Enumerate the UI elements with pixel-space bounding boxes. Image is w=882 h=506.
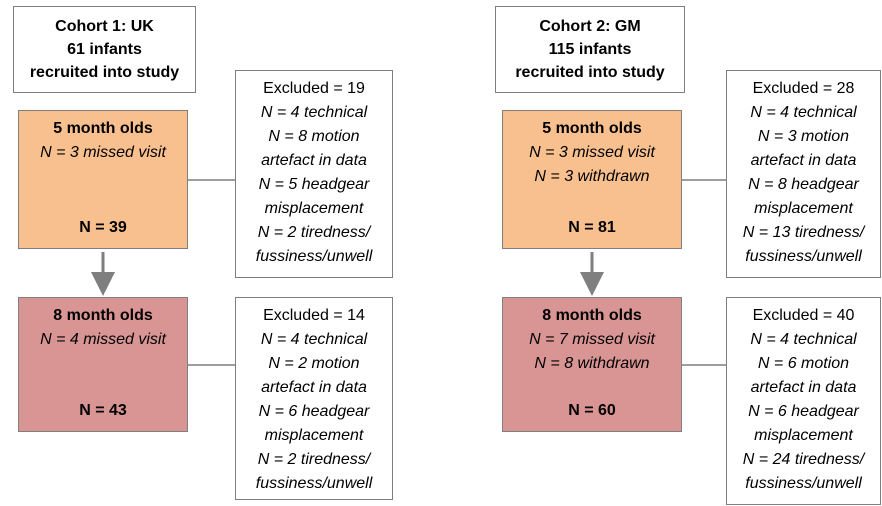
- excluded-reason: N = 6 motion: [757, 355, 850, 372]
- visit-title: 5 month olds: [53, 120, 153, 137]
- excluded-title: Excluded = 19: [263, 80, 365, 97]
- excluded-reason: N = 4 technical: [750, 331, 857, 348]
- excluded-reason: N = 2 motion: [268, 355, 360, 372]
- visit-box: 8 month olds N = 4 missed visit N = 43: [18, 297, 188, 432]
- visit-title: 8 month olds: [53, 307, 153, 324]
- header-line: 115 infants: [548, 41, 632, 58]
- excluded-reason: N = 8 headgear: [748, 176, 859, 193]
- excluded-reason: fussiness/unwell: [745, 475, 862, 492]
- excluded-reason: N = 5 headgear: [258, 176, 370, 193]
- excluded-reason: fussiness/unwell: [745, 248, 862, 265]
- excluded-title: Excluded = 40: [752, 307, 855, 324]
- excluded-reason: N = 6 headgear: [258, 403, 370, 420]
- excluded-reason: misplacement: [754, 427, 853, 444]
- header-line: Cohort 1: UK: [55, 18, 154, 35]
- cohort-header: Cohort 1: UK 61 infants recruited into stu…: [13, 6, 196, 93]
- excluded-reason: artefact in data: [750, 152, 857, 169]
- visit-count: N = 43: [79, 402, 127, 419]
- excluded-box: Excluded = 19 N = 4 technical N = 8 motion…: [235, 70, 393, 278]
- cohort-header: Cohort 2: GM 115 infants recruited into st…: [495, 6, 685, 93]
- header-line: 61 infants: [67, 41, 142, 58]
- visit-title: 8 month olds: [542, 307, 642, 324]
- excluded-box: Excluded = 40 N = 4 technical N = 6 motion…: [726, 297, 881, 505]
- excluded-reason: fussiness/unwell: [255, 248, 373, 265]
- excluded-reason: N = 6 headgear: [748, 403, 859, 420]
- excluded-reason: N = 8 motion: [268, 128, 360, 145]
- excluded-box: Excluded = 14 N = 4 technical N = 2 motion…: [235, 297, 393, 500]
- excluded-reason: misplacement: [264, 200, 364, 217]
- excluded-reason: N = 24 tiredness/: [742, 451, 865, 468]
- visit-box: 8 month olds N = 7 missed visit N = 8 with…: [502, 297, 682, 432]
- excluded-reason: misplacement: [264, 427, 364, 444]
- excluded-reason: N = 4 technical: [260, 104, 368, 121]
- excluded-reason: fussiness/unwell: [255, 475, 373, 492]
- visit-box: 5 month olds N = 3 missed visit N = 3 with…: [502, 110, 682, 249]
- excluded-reason: misplacement: [754, 200, 853, 217]
- visit-count: N = 81: [568, 219, 616, 236]
- visit-note: N = 3 missed visit: [40, 144, 166, 161]
- visit-note: N = 8 withdrawn: [534, 355, 650, 372]
- excluded-title: Excluded = 14: [263, 307, 365, 324]
- visit-count: N = 39: [79, 219, 127, 236]
- excluded-box: Excluded = 28 N = 4 technical N = 3 motion…: [726, 70, 881, 278]
- excluded-reason: N = 13 tiredness/: [742, 224, 865, 241]
- header-line: Cohort 2: GM: [539, 18, 641, 35]
- visit-box: 5 month olds N = 3 missed visit N = 39: [18, 110, 188, 249]
- visit-title: 5 month olds: [542, 120, 642, 137]
- excluded-reason: N = 3 motion: [757, 128, 850, 145]
- excluded-reason: N = 4 technical: [260, 331, 368, 348]
- excluded-reason: artefact in data: [261, 152, 367, 169]
- excluded-reason: N = 2 tiredness/: [257, 224, 371, 241]
- excluded-reason: artefact in data: [261, 379, 367, 396]
- excluded-reason: N = 2 tiredness/: [257, 451, 371, 468]
- excluded-reason: N = 4 technical: [750, 104, 857, 121]
- visit-note: N = 4 missed visit: [40, 331, 166, 348]
- visit-note: N = 3 withdrawn: [534, 168, 650, 185]
- header-line: recruited into study: [29, 64, 180, 81]
- excluded-title: Excluded = 28: [752, 80, 855, 97]
- visit-note: N = 3 missed visit: [529, 144, 655, 161]
- header-line: recruited into study: [515, 64, 665, 81]
- visit-note: N = 7 missed visit: [529, 331, 655, 348]
- visit-count: N = 60: [568, 402, 616, 419]
- excluded-reason: artefact in data: [750, 379, 857, 396]
